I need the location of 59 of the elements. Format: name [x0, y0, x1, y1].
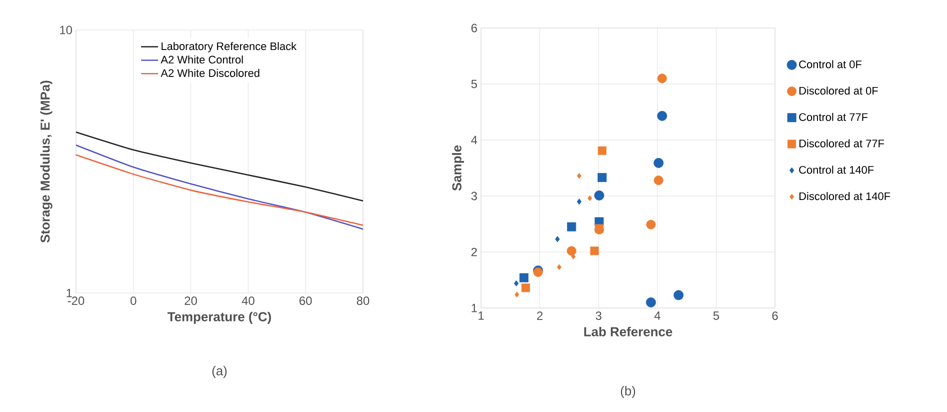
x-tick-label: 5 — [713, 312, 720, 320]
x-tick-label: 80 — [356, 296, 370, 305]
line-series — [75, 131, 364, 202]
point — [657, 74, 667, 84]
line-series — [75, 154, 364, 226]
point — [576, 172, 582, 179]
y-tick-label: 10 — [60, 26, 72, 34]
x-axis-title: Lab Reference — [584, 326, 672, 336]
point — [588, 195, 592, 202]
point — [598, 173, 607, 182]
y-tick-label: 6 — [471, 24, 477, 32]
point — [514, 292, 520, 298]
point — [674, 290, 684, 300]
point — [566, 246, 576, 256]
y-tick-label: 4 — [471, 136, 478, 144]
x-tick-label: -20 — [68, 296, 84, 305]
legend-label: Discolored at 77F — [799, 139, 884, 148]
y-axis-title: Sample — [452, 145, 464, 191]
y-tick-label: 5 — [471, 80, 477, 88]
point — [598, 146, 606, 155]
x-tick-label: 60 — [300, 296, 312, 305]
legend-label: Discolored at 140F — [799, 192, 890, 200]
legend-label: Laboratory Reference Black — [162, 42, 297, 52]
line-series — [75, 144, 364, 230]
legend-label: A2 White Control — [160, 55, 243, 64]
point — [590, 246, 599, 256]
x-axis-title: Temperature (°C) — [168, 312, 271, 324]
point — [594, 190, 604, 200]
legend-label: Control at 140F — [799, 166, 874, 174]
x-tick-label: 40 — [242, 296, 254, 305]
x-tick-label: 0 — [130, 296, 136, 305]
point — [556, 264, 562, 270]
point — [646, 220, 656, 230]
x-tick-label: 20 — [184, 296, 197, 305]
legend-label: Discolored at 0F — [799, 86, 878, 95]
point — [519, 273, 528, 282]
text: (a) — [212, 366, 227, 378]
y-tick-label: 3 — [471, 192, 477, 200]
point — [567, 222, 576, 232]
x-tick-label: 6 — [772, 312, 778, 320]
x-tick-label: 1 — [478, 312, 484, 320]
point — [654, 176, 664, 186]
point — [521, 284, 530, 292]
text: (b) — [620, 386, 636, 398]
y-axis-title: Storage Modulus, E' (MPa) — [40, 80, 52, 243]
point — [657, 110, 668, 121]
y-tick-label: 2 — [471, 248, 477, 256]
x-tick-label: 3 — [596, 312, 602, 320]
x-tick-label: 4 — [654, 312, 660, 320]
legend-label: Control at 77F — [799, 112, 868, 121]
y-tick-label: 1 — [472, 304, 477, 312]
x-tick-label: 2 — [537, 312, 543, 320]
legend-label: A2 White Discolored — [160, 68, 260, 77]
point — [646, 297, 656, 308]
legend-label: Control at 0F — [799, 60, 862, 68]
point — [576, 198, 582, 205]
point — [555, 236, 560, 242]
point — [654, 158, 664, 168]
point — [514, 280, 519, 286]
